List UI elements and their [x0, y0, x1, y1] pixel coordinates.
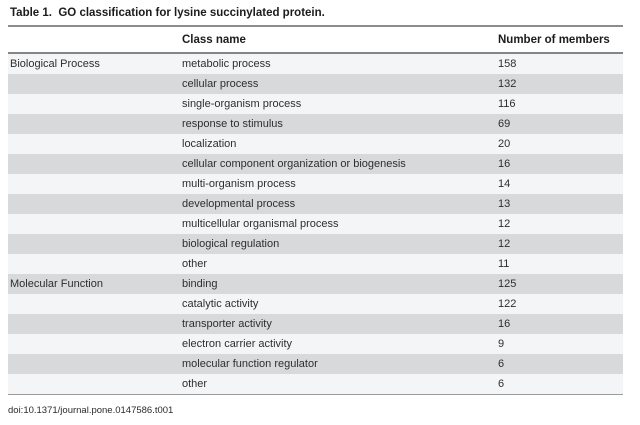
class-name-cell: molecular function regulator	[182, 358, 318, 370]
table-row: molecular function regulator 6	[8, 354, 623, 374]
class-name-cell: binding	[182, 278, 218, 290]
table-row: other 11	[8, 254, 623, 274]
members-cell: 6	[498, 378, 505, 390]
table-row: cellular component organization or bioge…	[8, 154, 623, 174]
members-cell: 16	[498, 318, 511, 330]
members-cell: 9	[498, 338, 505, 350]
class-name-cell: electron carrier activity	[182, 338, 293, 350]
doi-caption: doi:10.1371/journal.pone.0147586.t001	[8, 405, 174, 416]
members-cell: 6	[498, 358, 505, 370]
class-name-cell: cellular component organization or bioge…	[182, 158, 406, 170]
table-row: cellular process 132	[8, 74, 623, 94]
table-title: Table 1. GO classification for lysine su…	[10, 7, 325, 19]
table-row: other 6	[8, 374, 623, 394]
table-row: biological regulation 12	[8, 234, 623, 254]
table-figure: Table 1. GO classification for lysine su…	[8, 6, 623, 416]
go-classification-table: Class name Number of members Biological …	[8, 25, 623, 395]
class-name-cell: cellular process	[182, 78, 259, 90]
table-row: localization 20	[8, 134, 623, 154]
members-cell: 11	[498, 258, 510, 270]
class-name-cell: other	[182, 258, 208, 270]
table-row: catalytic activity 122	[8, 294, 623, 314]
members-cell: 158	[498, 58, 517, 70]
table-row: single-organism process 116	[8, 94, 623, 114]
table-row: Biological Process metabolic process 158	[8, 54, 623, 74]
class-name-cell: transporter activity	[182, 318, 272, 330]
table-row: Molecular Function binding 125	[8, 274, 623, 294]
table-row: transporter activity 16	[8, 314, 623, 334]
members-cell: 16	[498, 158, 511, 170]
class-name-cell: response to stimulus	[182, 118, 283, 130]
header-number-of-members: Number of members	[498, 33, 610, 46]
members-cell: 12	[498, 218, 511, 230]
class-name-cell: developmental process	[182, 198, 296, 210]
members-cell: 125	[498, 278, 517, 290]
class-name-cell: single-organism process	[182, 98, 302, 110]
members-cell: 69	[498, 118, 511, 130]
table-row: multicellular organismal process 12	[8, 214, 623, 234]
members-cell: 116	[498, 98, 516, 110]
table-row: developmental process 13	[8, 194, 623, 214]
members-cell: 132	[498, 78, 517, 90]
table-row: response to stimulus 69	[8, 114, 623, 134]
members-cell: 12	[498, 238, 511, 250]
members-cell: 13	[498, 198, 511, 210]
members-cell: 20	[498, 138, 511, 150]
table-body: Biological Process metabolic process 158 ce…	[8, 54, 623, 395]
table-row: multi-organism process 14	[8, 174, 623, 194]
table-header-row: Class name Number of members	[8, 27, 623, 54]
header-class-name: Class name	[182, 33, 246, 46]
class-name-cell: localization	[182, 138, 237, 150]
class-name-cell: multicellular organismal process	[182, 218, 339, 230]
category-cell: Biological Process	[10, 58, 100, 70]
class-name-cell: biological regulation	[182, 238, 280, 250]
table-row: electron carrier activity 9	[8, 334, 623, 354]
class-name-cell: catalytic activity	[182, 298, 259, 310]
class-name-cell: metabolic process	[182, 58, 271, 70]
members-cell: 122	[498, 298, 517, 310]
class-name-cell: multi-organism process	[182, 178, 296, 190]
members-cell: 14	[498, 178, 511, 190]
class-name-cell: other	[182, 378, 208, 390]
category-cell: Molecular Function	[10, 278, 103, 290]
